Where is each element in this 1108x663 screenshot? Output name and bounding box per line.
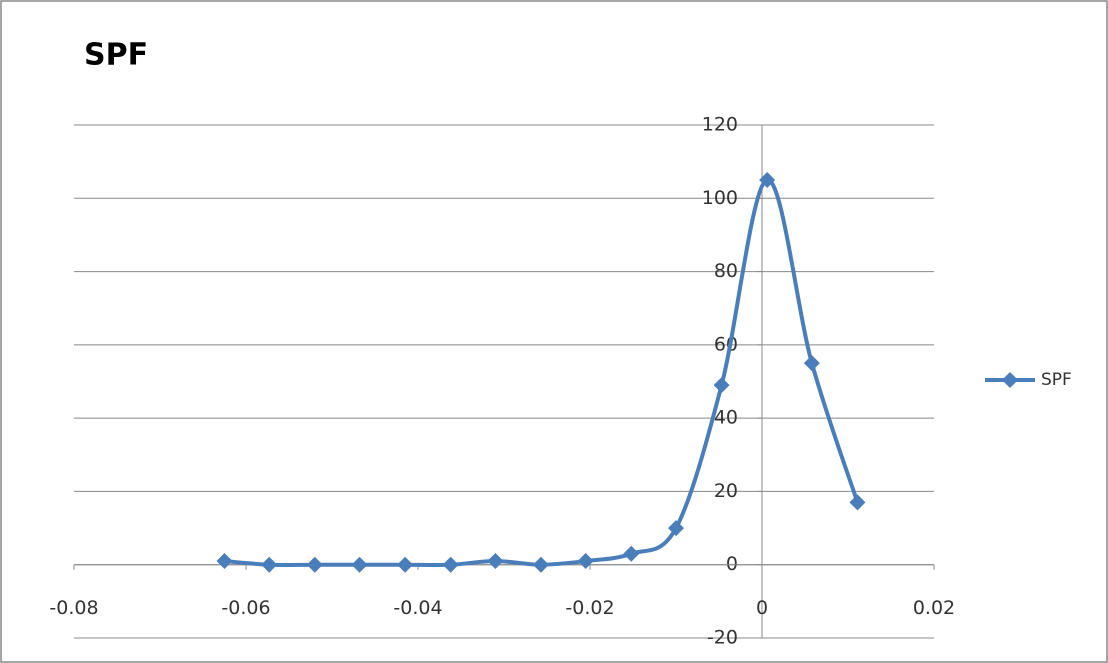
marker <box>849 494 866 511</box>
marker <box>216 553 233 570</box>
x-tick-label: -0.06 <box>221 597 270 619</box>
marker <box>261 556 278 573</box>
marker <box>623 545 640 562</box>
legend-label: SPF <box>1041 370 1072 390</box>
y-tick-label: 120 <box>702 114 738 136</box>
y-tick-label: -20 <box>707 627 738 649</box>
chart-title: SPF <box>84 38 148 73</box>
x-tick-label: 0 <box>756 597 768 619</box>
marker <box>532 556 549 573</box>
y-tick-label: 20 <box>714 480 738 502</box>
x-tick-label: -0.02 <box>565 597 614 619</box>
y-tick-label: 100 <box>702 187 738 209</box>
legend-marker <box>1002 372 1018 388</box>
marker <box>759 171 776 188</box>
series-line <box>224 178 860 567</box>
marker <box>306 556 323 573</box>
marker <box>668 520 684 537</box>
x-tick-label: -0.04 <box>393 597 442 619</box>
marker <box>442 556 459 573</box>
marker <box>713 377 730 394</box>
marker <box>397 556 414 573</box>
marker <box>487 553 504 570</box>
x-tick-label: -0.08 <box>49 597 98 619</box>
y-tick-label: 60 <box>714 333 738 355</box>
y-tick-label: 40 <box>714 407 738 429</box>
marker <box>803 355 820 372</box>
y-tick-label: 80 <box>714 260 738 282</box>
marker <box>351 556 368 573</box>
x-tick-label: 0.02 <box>913 597 955 619</box>
marker <box>577 553 594 570</box>
